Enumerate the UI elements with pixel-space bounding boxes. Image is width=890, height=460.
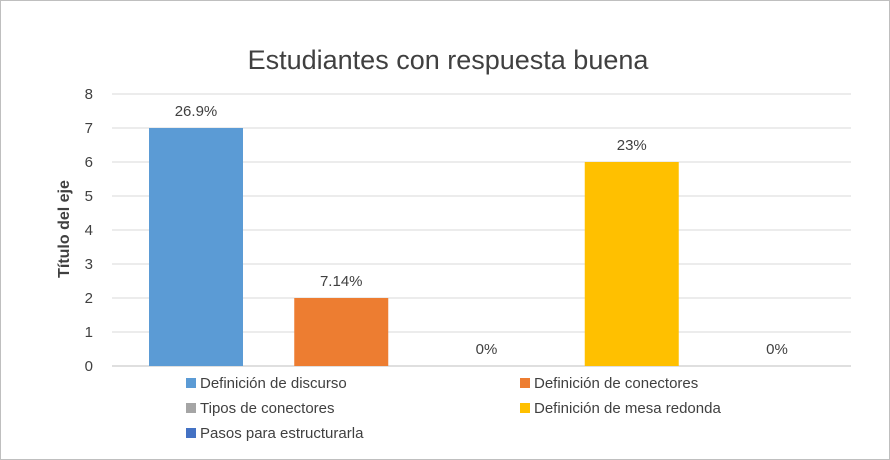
chart-title: Estudiantes con respuesta buena (248, 45, 650, 75)
legend-label: Definición de conectores (534, 375, 698, 392)
y-tick-label: 8 (85, 86, 93, 103)
data-label: 26.9% (175, 103, 218, 120)
y-tick-label: 0 (85, 358, 93, 375)
legend-label: Pasos para estructurarla (200, 425, 364, 442)
legend-swatch (186, 378, 196, 388)
data-label: 0% (766, 341, 788, 358)
legend-swatch (186, 428, 196, 438)
legend: Definición de discurso Definición de cone… (186, 375, 721, 442)
legend-swatch (186, 403, 196, 413)
legend-label: Definición de discurso (200, 375, 347, 392)
y-tick-label: 1 (85, 324, 93, 341)
y-tick-labels: 0 1 2 3 4 5 6 7 8 (85, 86, 93, 375)
data-label: 0% (476, 341, 498, 358)
data-label: 23% (617, 137, 647, 154)
bar (294, 298, 389, 366)
y-tick-label: 3 (85, 256, 93, 273)
legend-label: Tipos de conectores (200, 400, 335, 417)
legend-swatch (520, 378, 530, 388)
y-tick-label: 5 (85, 188, 93, 205)
bars (149, 128, 679, 366)
bar (584, 162, 679, 366)
y-tick-label: 7 (85, 120, 93, 137)
bar (149, 128, 243, 366)
y-tick-label: 2 (85, 290, 93, 307)
legend-swatch (520, 403, 530, 413)
data-label: 7.14% (320, 273, 363, 290)
y-tick-label: 4 (85, 222, 93, 239)
y-axis-label: Título del eje (56, 180, 73, 278)
legend-label: Definición de mesa redonda (534, 400, 721, 417)
y-tick-label: 6 (85, 154, 93, 171)
data-labels: 26.9% 7.14% 0% 23% 0% (175, 103, 788, 358)
